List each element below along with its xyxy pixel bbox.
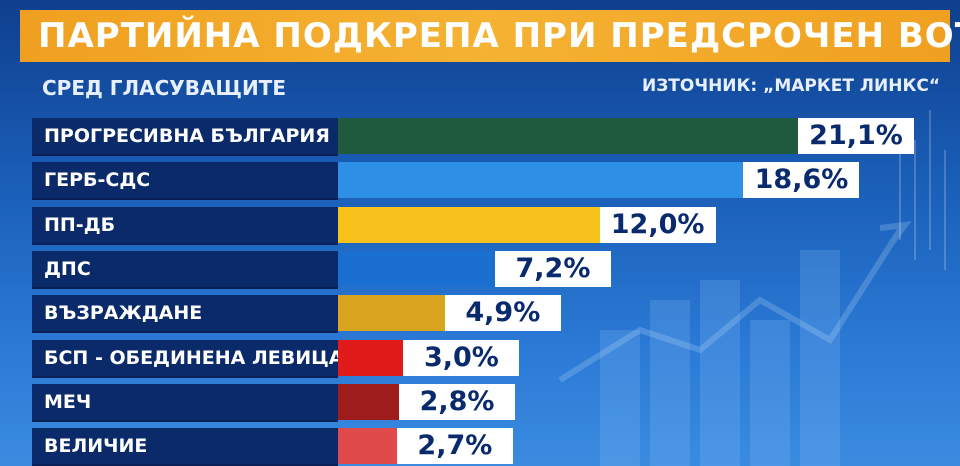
bar-label-box: ДПС — [32, 250, 338, 289]
bar-row: МЕЧ 2,8% — [32, 383, 932, 422]
bar — [338, 295, 445, 332]
value-label: 3,0% — [403, 339, 520, 376]
bar-row: ГЕРБ-СДС 18,6% — [32, 162, 932, 201]
category-label: БСП - ОБЕДИНЕНА ЛЕВИЦА — [44, 346, 344, 369]
category-label: МЕЧ — [44, 390, 92, 413]
chart-subtitle: СРЕД ГЛАСУВАЩИТЕ — [42, 76, 286, 100]
bar-label-box: БСП - ОБЕДИНЕНА ЛЕВИЦА — [32, 339, 343, 378]
chart-title: ПАРТИЙНА ПОДКРЕПА ПРИ ПРЕДСРОЧЕН ВОТ — [38, 16, 960, 56]
bar — [338, 118, 798, 154]
category-label: ГЕРБ-СДС — [44, 169, 151, 192]
value-label: 2,8% — [399, 383, 516, 420]
category-label: ВЪЗРАЖДАНЕ — [44, 302, 203, 325]
bar — [338, 428, 397, 465]
bar — [338, 250, 495, 287]
bar — [338, 206, 600, 243]
bar-row: ПРОГРЕСИВНА БЪЛГАРИЯ 21,1% — [32, 118, 932, 156]
bar-row: БСП - ОБЕДИНЕНА ЛЕВИЦА 3,0% — [32, 339, 932, 378]
value-label: 2,7% — [396, 428, 513, 465]
title-bar: ПАРТИЙНА ПОДКРЕПА ПРИ ПРЕДСРОЧЕН ВОТ — [20, 10, 960, 62]
bar-row: ПП-ДБ 12,0% — [32, 206, 932, 245]
bar-label-box: ПРОГРЕСИВНА БЪЛГАРИЯ — [32, 118, 338, 156]
category-label: ПРОГРЕСИВНА БЪЛГАРИЯ — [44, 125, 330, 147]
bar — [338, 339, 404, 376]
bar — [338, 162, 744, 199]
bar-label-box: МЕЧ — [32, 383, 338, 422]
bar-row: ВЕЛИЧИЕ 2,7% — [32, 428, 932, 466]
value-label: 7,2% — [494, 250, 611, 287]
category-label: ДПС — [44, 257, 91, 280]
bar — [338, 383, 400, 420]
category-label: ПП-ДБ — [44, 213, 116, 236]
value-label: 4,9% — [444, 295, 561, 332]
bar-label-box: ВЪЗРАЖДАНЕ — [32, 295, 338, 334]
value-label: 12,0% — [599, 206, 716, 243]
value-label: 21,1% — [798, 118, 914, 154]
bar-label-box: ВЕЛИЧИЕ — [32, 428, 338, 466]
bar-label-box: ПП-ДБ — [32, 206, 338, 245]
category-label: ВЕЛИЧИЕ — [44, 435, 148, 458]
bar-row: ДПС 7,2% — [32, 250, 932, 289]
source-label: ИЗТОЧНИК: „МАРКЕТ ЛИНКС“ — [641, 76, 940, 96]
bar-row: ВЪЗРАЖДАНЕ 4,9% — [32, 295, 932, 334]
bar-label-box: ГЕРБ-СДС — [32, 162, 338, 201]
value-label: 18,6% — [743, 162, 860, 199]
